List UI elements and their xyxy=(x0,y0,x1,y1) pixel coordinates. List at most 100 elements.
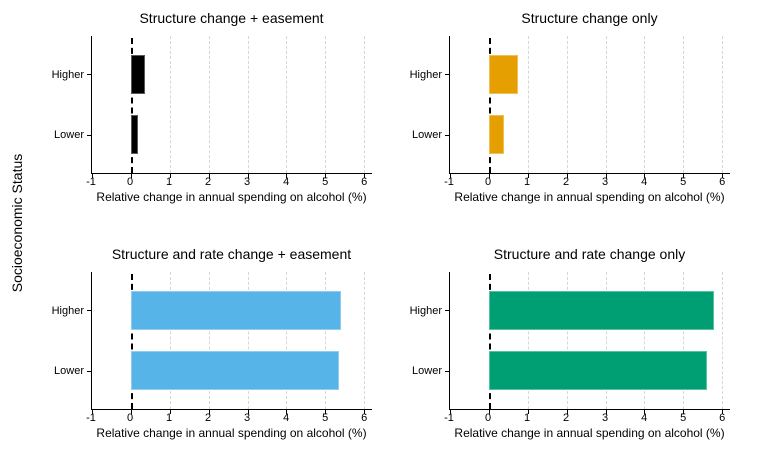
x-axis-label: Relative change in annual spending on al… xyxy=(96,426,367,440)
zero-reference-line xyxy=(488,38,491,173)
x-tick-label: 2 xyxy=(205,412,212,424)
x-tick-mark xyxy=(286,410,288,414)
gridline xyxy=(605,36,607,173)
x-tick-label: -1 xyxy=(444,412,454,424)
x-tick-mark xyxy=(527,410,529,414)
gridline xyxy=(644,272,646,409)
gridline xyxy=(208,36,210,173)
gridline xyxy=(169,272,171,409)
x-tick-labels: -1 0 1 2 3 4 5 6 xyxy=(86,174,372,189)
y-axis-label: Socioeconomic Status xyxy=(9,154,25,293)
y-category-labels: Higher Lower xyxy=(34,36,91,174)
x-tick-label: 6 xyxy=(361,176,368,188)
x-tick-mark xyxy=(644,174,646,178)
x-tick-label: 2 xyxy=(205,176,212,188)
gridline xyxy=(208,272,210,409)
plot-area xyxy=(445,36,730,178)
x-tick-mark xyxy=(208,410,210,414)
x-tick-label: 0 xyxy=(484,412,492,424)
x-tick-label: 5 xyxy=(680,176,687,188)
zero-reference-line xyxy=(130,38,133,173)
gridline xyxy=(247,36,249,173)
panel-body: Higher Lower xyxy=(392,272,730,414)
x-tick-label: 5 xyxy=(322,412,329,424)
y-tick-mark xyxy=(445,74,449,76)
x-tick-mark xyxy=(169,410,171,414)
x-tick-mark xyxy=(286,174,288,178)
y-tick-mark xyxy=(87,134,91,136)
bar-higher xyxy=(488,291,715,330)
bar-lower xyxy=(488,115,504,154)
x-tick-mark xyxy=(722,410,724,414)
panel-title: Structure and rate change + easement xyxy=(111,246,352,262)
x-tick-label: -1 xyxy=(444,176,454,188)
x-tick-mark xyxy=(566,174,568,178)
gridline xyxy=(169,36,171,173)
x-tick-mark xyxy=(130,410,132,414)
x-tick-label: 2 xyxy=(563,412,570,424)
x-tick-mark xyxy=(488,174,490,178)
plot-area xyxy=(445,272,730,414)
x-tick-label: 1 xyxy=(523,176,531,188)
x-tick-label: 2 xyxy=(563,176,570,188)
x-tick-label: 0 xyxy=(126,412,134,424)
bar-higher xyxy=(488,55,519,94)
x-tick-mark xyxy=(169,174,171,178)
x-tick-mark xyxy=(92,410,93,414)
panel-body: Higher Lower xyxy=(34,36,372,178)
panel-body: Higher Lower xyxy=(392,36,730,178)
gridline xyxy=(566,36,568,173)
x-tick-label: -1 xyxy=(86,412,96,424)
y-category-labels: Higher Lower xyxy=(392,36,449,174)
gridline xyxy=(325,272,327,409)
gridline xyxy=(683,272,685,409)
x-tick-mark xyxy=(488,410,490,414)
y-category-labels: Higher Lower xyxy=(34,272,91,410)
y-category-labels: Higher Lower xyxy=(392,272,449,410)
x-tick-label: 3 xyxy=(602,176,609,188)
panel-structure-change-easement: Structure change + easement Higher Lower … xyxy=(34,10,372,220)
panels-grid: Structure change + easement Higher Lower … xyxy=(34,0,760,456)
x-tick-labels: -1 0 1 2 3 4 5 6 xyxy=(444,410,730,425)
x-tick-label: 4 xyxy=(641,412,648,424)
gridline xyxy=(364,36,366,173)
zero-reference-line xyxy=(130,274,133,409)
x-tick-mark xyxy=(683,174,685,178)
x-tick-mark xyxy=(450,174,451,178)
x-tick-mark xyxy=(325,410,327,414)
panel-title: Structure and rate change only xyxy=(493,246,686,262)
bar-lower xyxy=(488,351,707,390)
y-tick-mark xyxy=(87,74,91,76)
bar-lower xyxy=(130,115,138,154)
gridline xyxy=(683,36,685,173)
y-tick-mark xyxy=(445,310,449,312)
gridline xyxy=(286,36,288,173)
gridline xyxy=(286,272,288,409)
y-tick-mark xyxy=(445,134,449,136)
x-tick-label: 3 xyxy=(244,412,251,424)
category-label: Lower xyxy=(54,365,84,378)
gridline xyxy=(527,272,529,409)
gridline xyxy=(566,272,568,409)
gridline xyxy=(325,36,327,173)
x-tick-mark xyxy=(130,174,132,178)
plot-area xyxy=(87,36,372,178)
gridline xyxy=(527,36,529,173)
bar-higher xyxy=(130,55,146,94)
x-tick-label: 5 xyxy=(680,412,687,424)
x-tick-mark xyxy=(450,410,451,414)
x-tick-mark xyxy=(605,174,607,178)
panel-title: Structure change + easement xyxy=(139,10,324,26)
x-tick-label: 4 xyxy=(641,176,648,188)
x-tick-mark xyxy=(364,410,366,414)
panel-body: Higher Lower xyxy=(34,272,372,414)
x-tick-mark xyxy=(325,174,327,178)
bar-lower xyxy=(130,351,339,390)
x-axis-label: Relative change in annual spending on al… xyxy=(454,190,725,204)
category-label: Higher xyxy=(51,68,84,81)
x-tick-label: 4 xyxy=(283,412,290,424)
gridline xyxy=(722,272,724,409)
category-label: Higher xyxy=(51,304,84,317)
x-tick-label: 3 xyxy=(244,176,251,188)
